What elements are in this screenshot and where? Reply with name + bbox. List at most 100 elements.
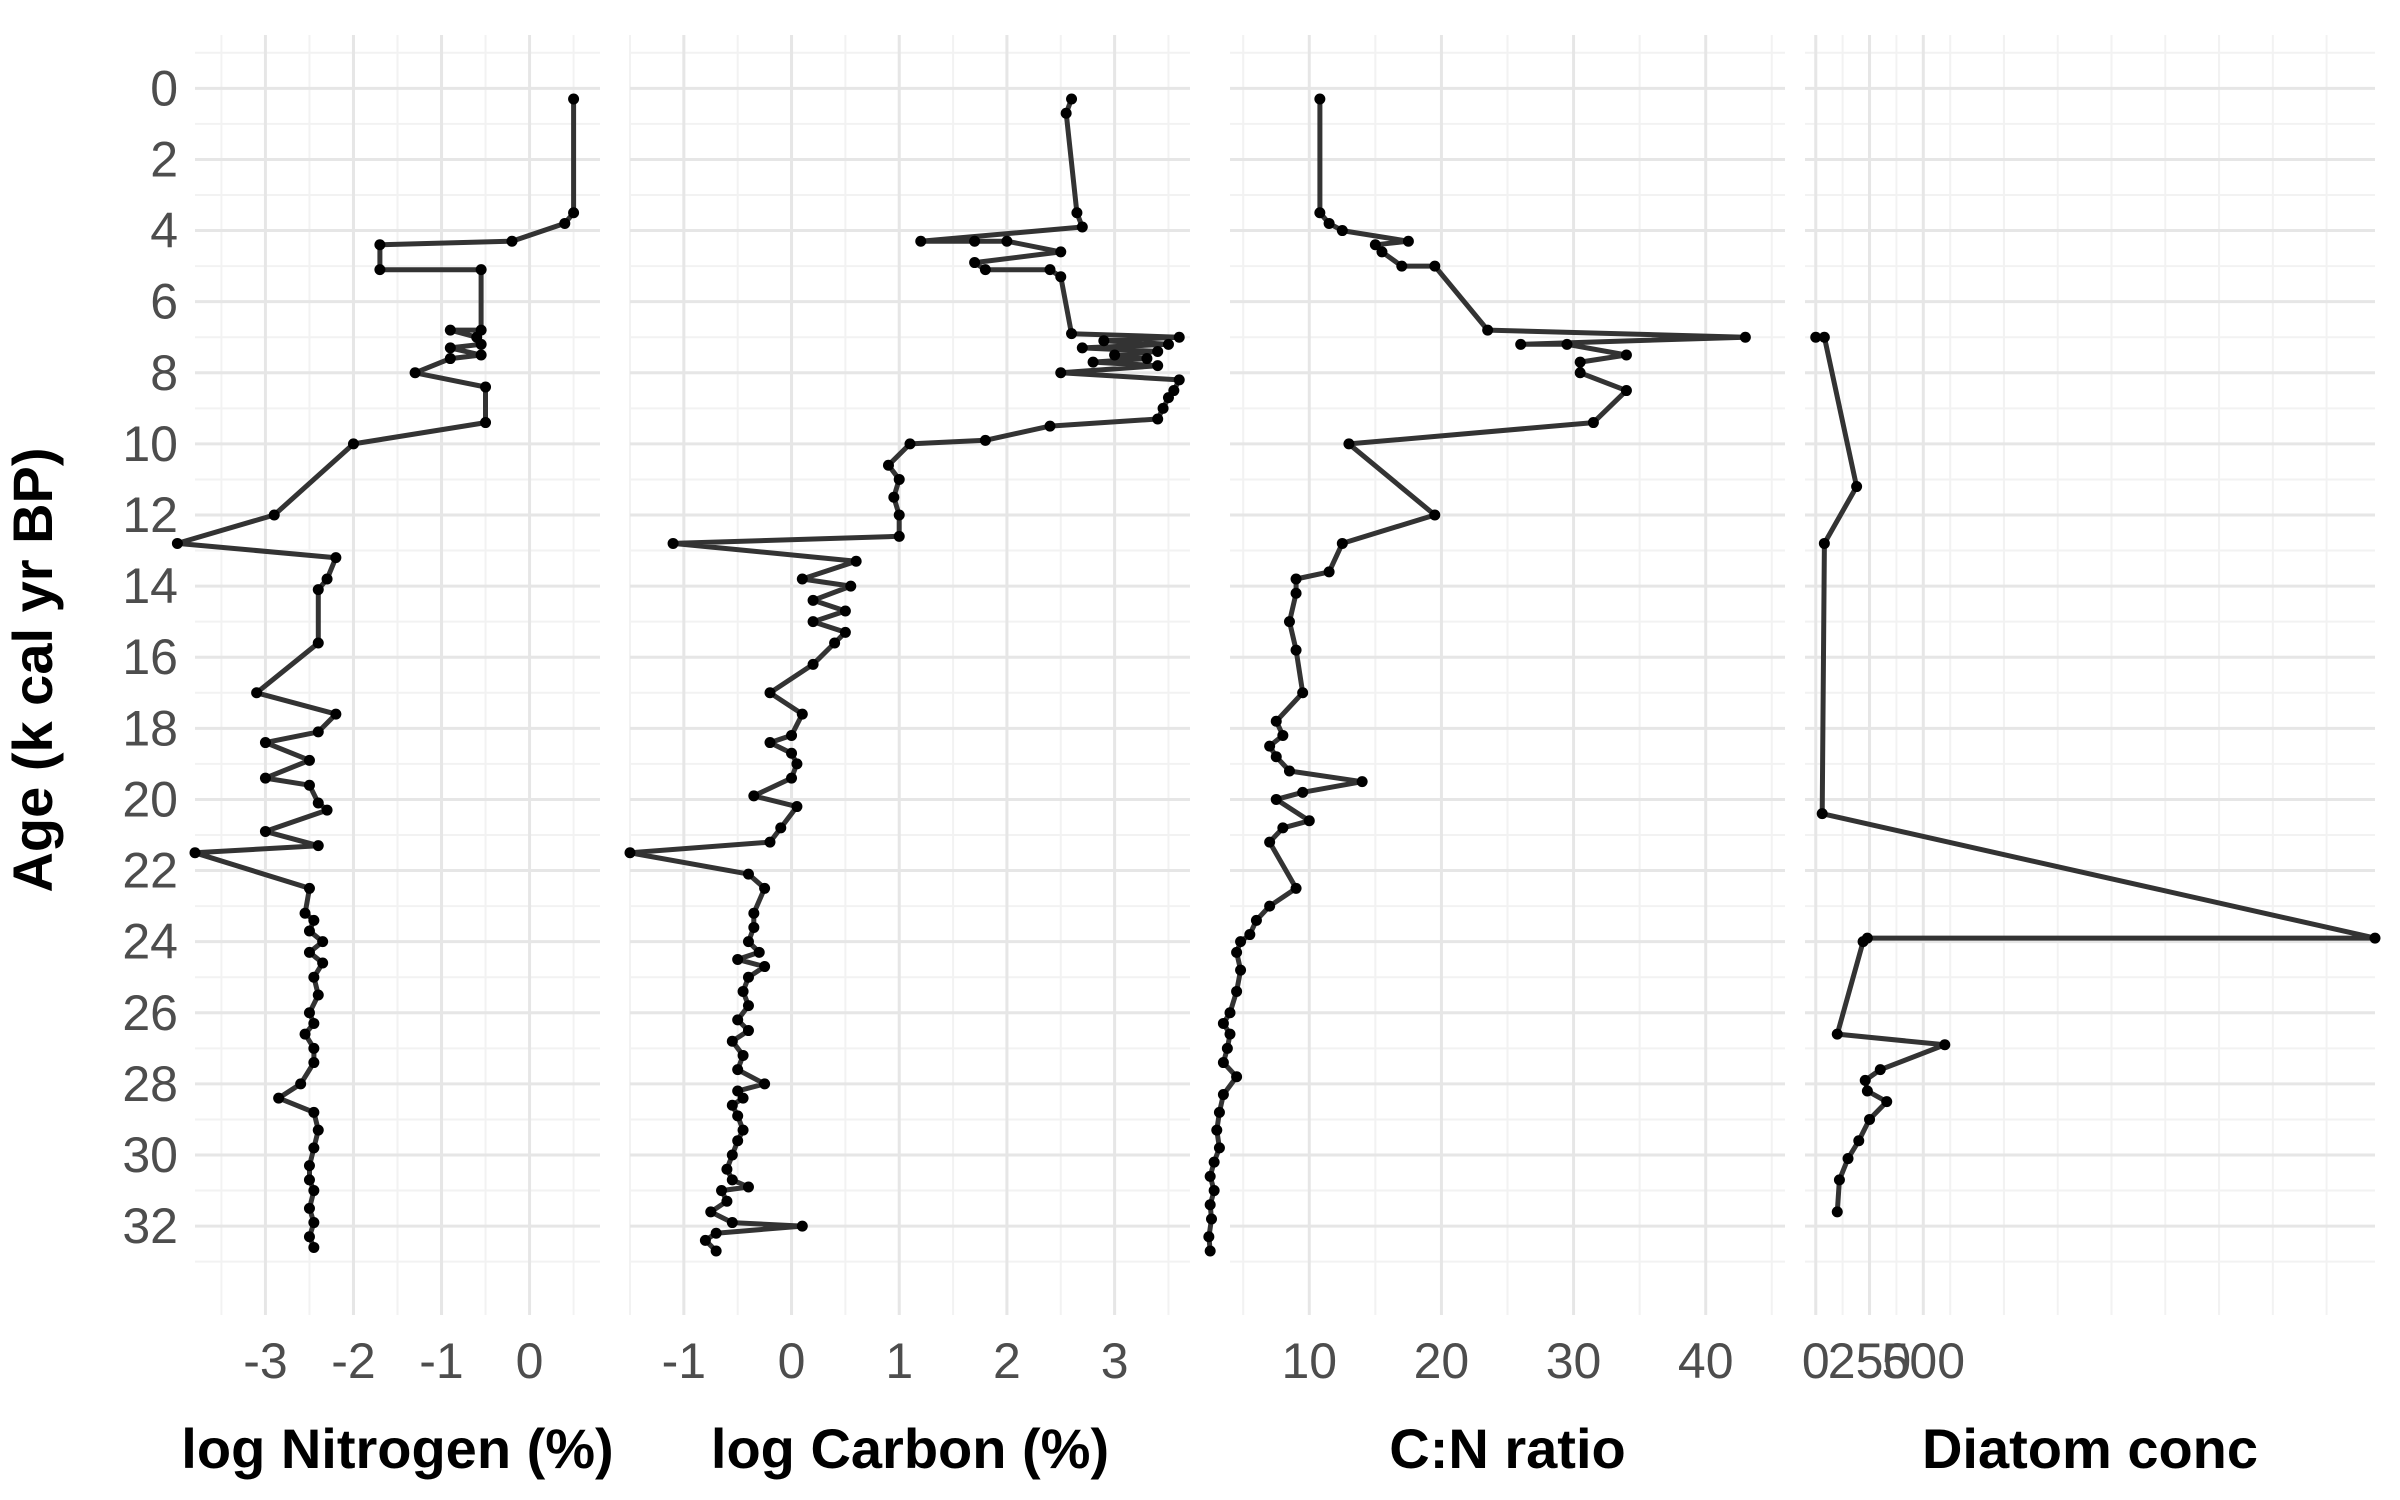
data-point — [374, 264, 386, 276]
data-point — [1264, 900, 1276, 912]
data-point — [759, 882, 771, 894]
data-point — [1620, 385, 1632, 397]
data-point — [1264, 740, 1276, 752]
data-point — [1429, 260, 1441, 272]
data-point — [742, 868, 754, 880]
data-point — [721, 1195, 733, 1207]
data-point — [480, 381, 492, 393]
x-tick-label: -1 — [662, 1333, 706, 1389]
data-point — [347, 438, 359, 450]
data-point — [1270, 715, 1282, 727]
data-point — [839, 605, 851, 617]
data-point — [303, 925, 315, 937]
data-point — [374, 239, 386, 251]
data-point — [1290, 644, 1302, 656]
data-point — [1290, 882, 1302, 894]
data-point — [321, 804, 333, 816]
data-point — [1206, 1213, 1217, 1225]
data-point — [1574, 367, 1586, 379]
data-point — [742, 936, 754, 948]
data-point — [969, 235, 981, 247]
data-point — [308, 1185, 320, 1197]
data-point — [1283, 616, 1295, 628]
data-point — [1816, 808, 1828, 820]
data-point — [1831, 1028, 1843, 1040]
data-point — [726, 1099, 738, 1111]
data-point — [1076, 221, 1088, 233]
data-point — [1217, 1089, 1229, 1101]
data-point — [742, 1181, 754, 1193]
data-point — [1204, 1170, 1216, 1182]
data-point — [1060, 107, 1072, 119]
data-point — [1264, 836, 1276, 848]
data-point — [295, 1078, 307, 1090]
x-tick-label: 20 — [1414, 1333, 1470, 1389]
data-point — [1314, 93, 1326, 105]
data-point — [726, 1217, 738, 1229]
data-point — [330, 552, 342, 564]
data-point — [915, 235, 927, 247]
data-point — [1204, 1245, 1216, 1257]
data-point — [1044, 420, 1056, 432]
data-point — [312, 726, 324, 738]
data-point — [308, 1241, 320, 1253]
data-point — [1213, 1106, 1225, 1118]
data-point — [1152, 360, 1164, 372]
y-tick-label: 18 — [122, 700, 178, 756]
data-point — [791, 801, 803, 813]
data-point — [737, 1092, 749, 1104]
y-tick-label: 28 — [122, 1056, 178, 1112]
data-point — [1162, 392, 1174, 404]
data-point — [444, 324, 456, 336]
data-point — [259, 825, 271, 837]
chart-panels: -3 -2 -1 0 log Nitrogen (%) -1 0 1 2 3 log Carbon … — [171, 35, 2381, 1480]
data-point — [1235, 936, 1247, 948]
data-point — [312, 989, 324, 1001]
data-point — [1270, 793, 1282, 805]
data-point — [1620, 349, 1632, 361]
data-point — [791, 758, 803, 770]
data-point — [1376, 246, 1388, 258]
data-point — [667, 537, 679, 549]
panel-3: 10 20 30 40 C:N ratio — [1203, 35, 1785, 1480]
data-point — [1587, 417, 1599, 429]
data-point — [273, 1092, 285, 1104]
data-point — [299, 907, 311, 919]
data-point — [1055, 271, 1067, 283]
data-point — [1861, 1085, 1873, 1097]
data-point — [317, 957, 329, 969]
data-point — [308, 1017, 320, 1029]
data-point — [732, 1014, 744, 1026]
y-tick-label: 22 — [122, 843, 178, 899]
data-point — [308, 914, 320, 926]
data-point — [1818, 331, 1830, 343]
x-tick-label: 0 — [516, 1333, 544, 1389]
data-point — [1270, 751, 1282, 763]
y-tick-label: 26 — [122, 985, 178, 1041]
x-tick-label: 3 — [1101, 1333, 1129, 1389]
data-point — [312, 797, 324, 809]
data-point — [1157, 402, 1169, 414]
data-point — [1244, 929, 1256, 941]
data-point — [1071, 207, 1083, 219]
data-point — [737, 1124, 749, 1136]
data-point — [317, 936, 329, 948]
data-point — [737, 1049, 749, 1061]
x-tick-label: 0 — [778, 1333, 806, 1389]
data-point — [1044, 264, 1056, 276]
data-point — [303, 1174, 315, 1186]
data-point — [303, 1202, 315, 1214]
data-point — [1066, 93, 1078, 105]
data-point — [1857, 936, 1869, 948]
data-point — [1211, 1124, 1223, 1136]
data-point — [969, 257, 981, 269]
data-point — [1277, 822, 1289, 834]
y-tick-label: 12 — [122, 487, 178, 543]
data-point — [748, 907, 760, 919]
data-point — [742, 1000, 754, 1012]
data-point — [1217, 1057, 1229, 1069]
data-point — [893, 530, 905, 542]
data-point — [1203, 1231, 1215, 1243]
